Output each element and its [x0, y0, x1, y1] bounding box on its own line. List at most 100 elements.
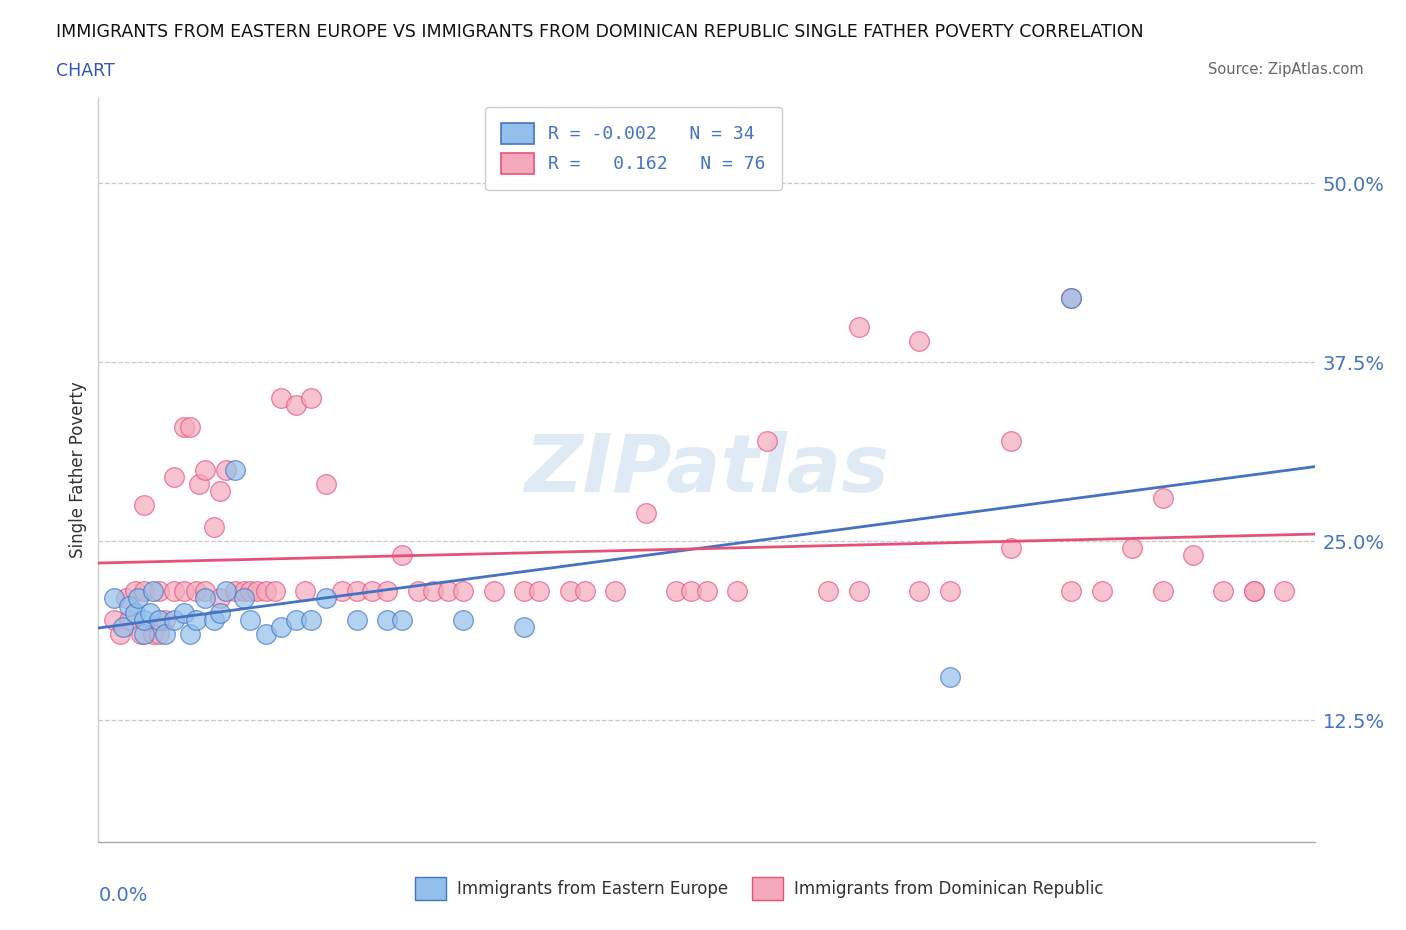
- Point: [132, 627, 155, 642]
- Point: [163, 470, 186, 485]
- Point: [184, 613, 207, 628]
- Point: [118, 598, 141, 613]
- Point: [817, 584, 839, 599]
- Text: IMMIGRANTS FROM EASTERN EUROPE VS IMMIGRANTS FROM DOMINICAN REPUBLIC SINGLE FATH: IMMIGRANTS FROM EASTERN EUROPE VS IMMIGR…: [56, 23, 1144, 41]
- Point: [254, 584, 277, 599]
- Point: [263, 584, 285, 599]
- Point: [681, 584, 703, 599]
- Point: [270, 391, 292, 405]
- Point: [1272, 584, 1295, 599]
- Point: [245, 584, 267, 599]
- Point: [148, 627, 170, 642]
- Point: [294, 584, 316, 599]
- Point: [1152, 491, 1174, 506]
- Point: [179, 627, 201, 642]
- Point: [111, 619, 134, 634]
- Point: [127, 591, 149, 605]
- Point: [139, 605, 162, 620]
- Point: [254, 627, 277, 642]
- Point: [939, 670, 962, 684]
- Point: [1243, 584, 1265, 599]
- Point: [209, 605, 232, 620]
- Point: [665, 584, 688, 599]
- Point: [202, 613, 225, 628]
- Point: [194, 584, 217, 599]
- Point: [1121, 541, 1143, 556]
- Point: [1243, 584, 1265, 599]
- Point: [155, 627, 177, 642]
- Point: [391, 548, 413, 563]
- Point: [1000, 541, 1022, 556]
- Point: [108, 627, 131, 642]
- Point: [233, 584, 256, 599]
- Point: [1060, 290, 1083, 305]
- Point: [529, 584, 551, 599]
- Text: Immigrants from Dominican Republic: Immigrants from Dominican Republic: [794, 880, 1104, 898]
- Point: [908, 584, 931, 599]
- Point: [194, 462, 217, 477]
- Point: [634, 505, 657, 520]
- Point: [558, 584, 581, 599]
- Point: [1182, 548, 1205, 563]
- Point: [605, 584, 627, 599]
- Point: [1152, 584, 1174, 599]
- Y-axis label: Single Father Poverty: Single Father Poverty: [69, 381, 87, 558]
- Point: [215, 584, 238, 599]
- Point: [848, 319, 870, 334]
- Point: [513, 619, 536, 634]
- Point: [437, 584, 460, 599]
- Point: [118, 613, 141, 628]
- Point: [375, 584, 398, 599]
- Legend: R = -0.002   N = 34, R =   0.162   N = 76: R = -0.002 N = 34, R = 0.162 N = 76: [485, 107, 782, 190]
- Point: [453, 613, 475, 628]
- Text: Immigrants from Eastern Europe: Immigrants from Eastern Europe: [457, 880, 728, 898]
- Point: [1212, 584, 1234, 599]
- Point: [346, 584, 368, 599]
- Point: [224, 584, 246, 599]
- Point: [908, 334, 931, 349]
- Point: [315, 591, 337, 605]
- Point: [173, 605, 195, 620]
- Point: [202, 520, 225, 535]
- Point: [299, 391, 322, 405]
- Point: [422, 584, 444, 599]
- Point: [725, 584, 748, 599]
- Point: [224, 462, 246, 477]
- Point: [939, 584, 962, 599]
- Point: [239, 613, 262, 628]
- Point: [209, 591, 232, 605]
- Point: [142, 584, 165, 599]
- Point: [124, 584, 146, 599]
- Point: [132, 498, 155, 512]
- Point: [270, 619, 292, 634]
- Point: [103, 591, 125, 605]
- Point: [124, 605, 146, 620]
- Point: [1091, 584, 1114, 599]
- Point: [209, 484, 232, 498]
- Point: [285, 613, 308, 628]
- Point: [163, 584, 186, 599]
- Point: [346, 613, 368, 628]
- Point: [513, 584, 536, 599]
- Text: ZIPatlas: ZIPatlas: [524, 431, 889, 509]
- Point: [482, 584, 505, 599]
- Point: [173, 584, 195, 599]
- Point: [155, 613, 177, 628]
- Point: [173, 419, 195, 434]
- Point: [114, 591, 136, 605]
- Point: [184, 584, 207, 599]
- Text: 0.0%: 0.0%: [98, 886, 148, 905]
- Point: [132, 613, 155, 628]
- Point: [361, 584, 384, 599]
- Point: [406, 584, 429, 599]
- Point: [453, 584, 475, 599]
- Point: [163, 613, 186, 628]
- Point: [1060, 290, 1083, 305]
- Point: [129, 627, 152, 642]
- Point: [299, 613, 322, 628]
- Text: CHART: CHART: [56, 62, 115, 80]
- Point: [239, 584, 262, 599]
- Point: [756, 433, 779, 448]
- Point: [375, 613, 398, 628]
- Point: [179, 419, 201, 434]
